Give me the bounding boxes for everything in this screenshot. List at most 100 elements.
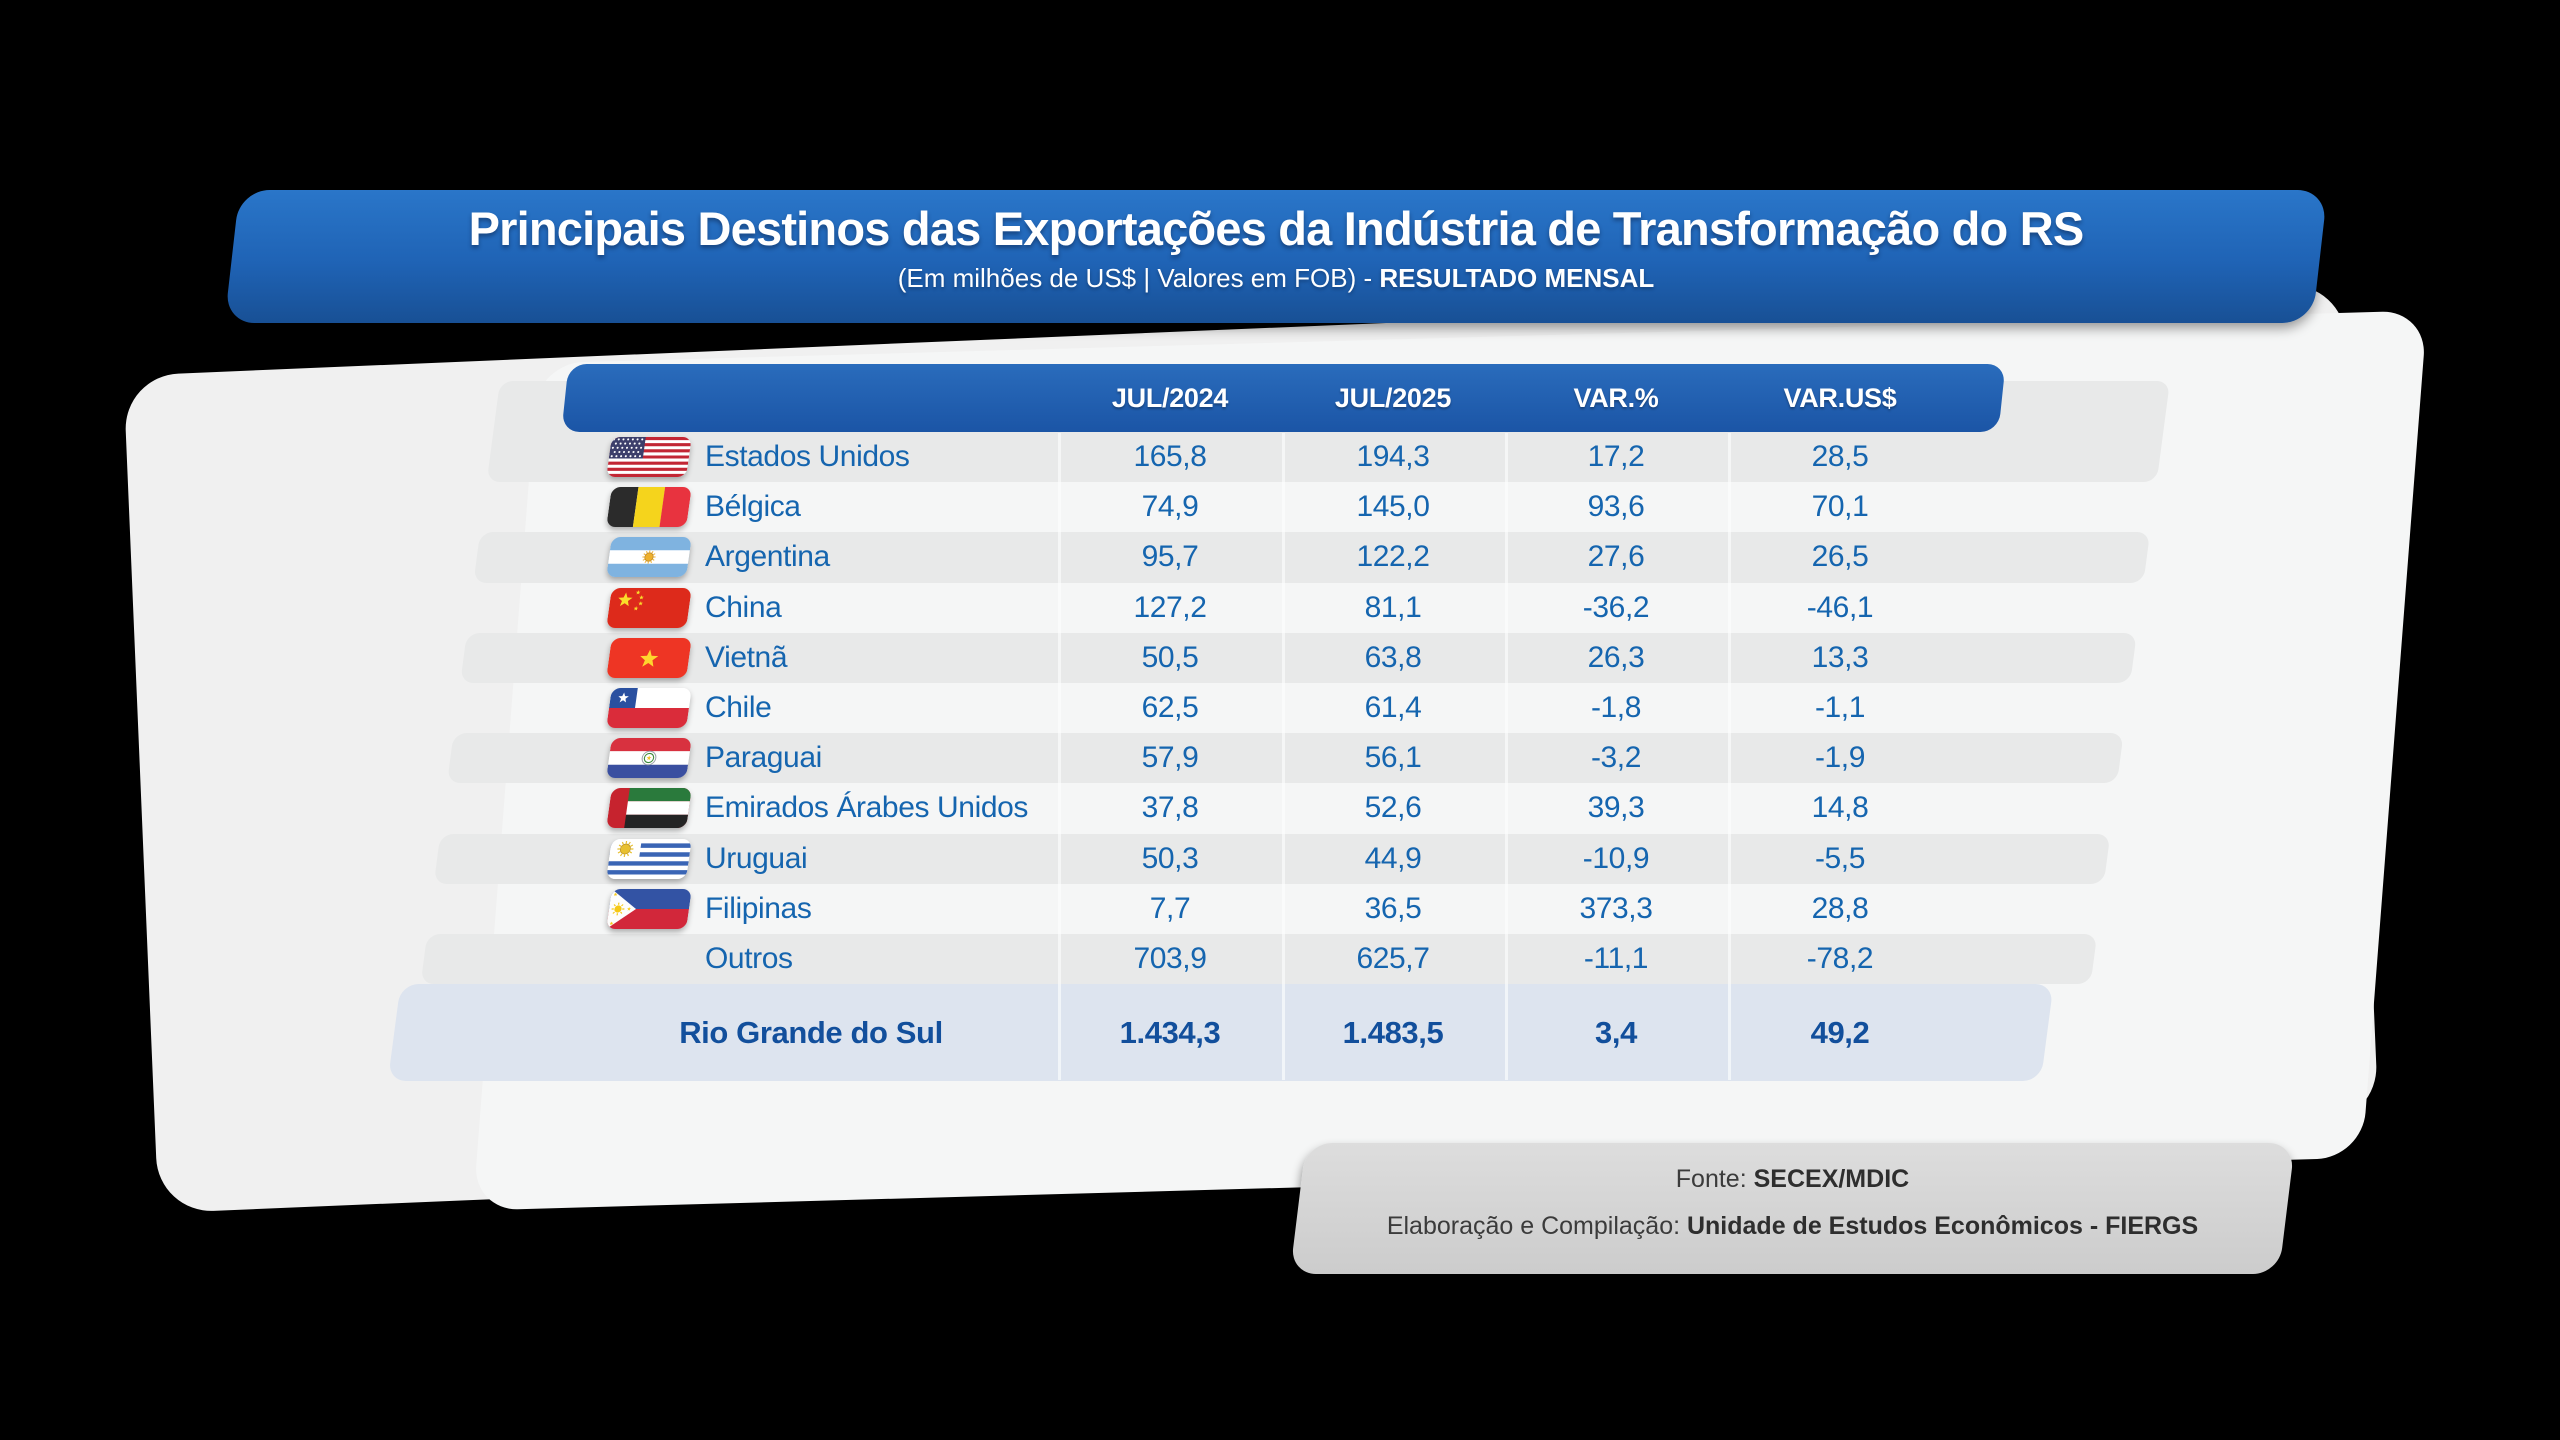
column-header-var-: VAR.% bbox=[1573, 383, 1659, 413]
value-cell: 63,8 bbox=[1364, 640, 1422, 674]
country-name: Paraguai bbox=[705, 741, 822, 775]
value-cell: 44,9 bbox=[1364, 841, 1422, 875]
value-cell: 62,5 bbox=[1141, 691, 1199, 724]
us-flag-icon bbox=[606, 437, 692, 477]
value-cell: -1,1 bbox=[1814, 691, 1866, 724]
country-name: Chile bbox=[705, 691, 772, 724]
country-name: Argentina bbox=[705, 540, 830, 574]
table-row: Paraguai 57,9 56,1 -3,2 -1,9 bbox=[565, 733, 2002, 783]
value-cell: 127,2 bbox=[1133, 590, 1207, 624]
value-cell: 27,6 bbox=[1587, 540, 1645, 574]
value-cell: -36,2 bbox=[1582, 590, 1650, 624]
value-cell: 36,5 bbox=[1364, 891, 1422, 925]
value-cell: 7,7 bbox=[1149, 891, 1191, 925]
value-cell: -5,5 bbox=[1814, 841, 1866, 875]
table-row: Bélgica 74,9 145,0 93,6 70,1 bbox=[565, 482, 2002, 532]
value-cell: 37,8 bbox=[1141, 791, 1199, 825]
total-value-cell: 3,4 bbox=[1595, 1015, 1637, 1050]
table-row: Outros 703,9 625,7 -11,1 -78,2 bbox=[565, 934, 2002, 984]
elaboration-label: Elaboração e Compilação: bbox=[1386, 1212, 1687, 1240]
table-row: Uruguai 50,3 44,9 -10,9 -5,5 bbox=[565, 834, 2002, 884]
value-cell: 122,2 bbox=[1356, 540, 1430, 574]
title-text-block: Principais Destinos das Exportações da I… bbox=[280, 198, 2272, 296]
value-cell: 81,1 bbox=[1364, 590, 1422, 624]
total-value-cell: 1.434,3 bbox=[1119, 1015, 1221, 1050]
page-title: Principais Destinos das Exportações da I… bbox=[468, 202, 2085, 255]
source-line: Fonte: SECEX/MDIC bbox=[1298, 1156, 2287, 1203]
ae-flag-icon bbox=[606, 788, 692, 829]
table-row: Estados Unidos 165,8 194,3 17,2 28,5 bbox=[565, 432, 2002, 482]
ar-flag-icon bbox=[606, 537, 692, 578]
total-value-cell: 49,2 bbox=[1810, 1015, 1870, 1050]
value-cell: 50,5 bbox=[1141, 640, 1199, 674]
value-cell: 28,5 bbox=[1811, 440, 1869, 473]
value-cell: 95,7 bbox=[1141, 540, 1199, 574]
table-row: Argentina 95,7 122,2 27,6 26,5 bbox=[565, 532, 2002, 582]
value-cell: 26,3 bbox=[1587, 640, 1645, 674]
total-row: Rio Grande do Sul 1.434,3 1.483,5 3,4 49,2 bbox=[565, 984, 2002, 1081]
column-separator bbox=[1505, 433, 1508, 1080]
value-cell: 26,5 bbox=[1811, 540, 1869, 574]
page-subtitle: (Em milhões de US$ | Valores em FOB) - R… bbox=[280, 260, 2272, 296]
value-cell: -78,2 bbox=[1806, 942, 1874, 975]
subtitle-prefix: (Em milhões de US$ | Valores em FOB) - bbox=[897, 263, 1380, 293]
value-cell: 28,8 bbox=[1811, 891, 1869, 925]
table-row: China 127,2 81,1 -36,2 -46,1 bbox=[565, 583, 2002, 633]
value-cell: -10,9 bbox=[1582, 841, 1650, 875]
table-row: Chile 62,5 61,4 -1,8 -1,1 bbox=[565, 683, 2002, 733]
column-header-jul-2025: JUL/2025 bbox=[1334, 383, 1452, 413]
table-body: Estados Unidos 165,8 194,3 17,2 28,5 Bélgica 7… bbox=[565, 432, 2002, 985]
column-separator bbox=[1058, 433, 1061, 1080]
value-cell: 373,3 bbox=[1579, 891, 1653, 925]
value-cell: 61,4 bbox=[1364, 691, 1422, 724]
value-cell: 56,1 bbox=[1364, 741, 1422, 775]
value-cell: 14,8 bbox=[1811, 791, 1869, 825]
value-cell: 17,2 bbox=[1587, 440, 1645, 473]
source-value: SECEX/MDIC bbox=[1753, 1165, 1910, 1193]
value-cell: -1,9 bbox=[1814, 741, 1866, 775]
table-row: Filipinas 7,7 36,5 373,3 28,8 bbox=[565, 884, 2002, 934]
value-cell: 50,3 bbox=[1141, 841, 1199, 875]
source-label: Fonte: bbox=[1675, 1165, 1754, 1193]
source-text-block: Fonte: SECEX/MDIC Elaboração e Compilaçã… bbox=[1298, 1156, 2287, 1250]
table-row: Vietnã 50,5 63,8 26,3 13,3 bbox=[565, 633, 2002, 683]
be-flag-icon bbox=[606, 487, 692, 528]
value-cell: 70,1 bbox=[1811, 490, 1869, 524]
uy-flag-icon bbox=[606, 838, 692, 879]
value-cell: 194,3 bbox=[1356, 440, 1430, 473]
value-cell: 625,7 bbox=[1356, 942, 1430, 975]
table-row: Emirados Árabes Unidos 37,8 52,6 39,3 14,8 bbox=[565, 783, 2002, 833]
ph-flag-icon bbox=[606, 888, 692, 929]
value-cell: 57,9 bbox=[1141, 741, 1199, 775]
subtitle-bold: RESULTADO MENSAL bbox=[1379, 263, 1655, 293]
country-name: Vietnã bbox=[705, 640, 788, 674]
value-cell: -11,1 bbox=[1583, 942, 1649, 975]
value-cell: 13,3 bbox=[1811, 640, 1869, 674]
elaboration-line: Elaboração e Compilação: Unidade de Estu… bbox=[1298, 1203, 2287, 1250]
column-header-var-us-: VAR.US$ bbox=[1783, 383, 1897, 413]
elaboration-value: Unidade de Estudos Econômicos - FIERGS bbox=[1686, 1212, 2199, 1240]
cn-flag-icon bbox=[606, 587, 692, 628]
value-cell: 74,9 bbox=[1141, 490, 1199, 524]
value-cell: 39,3 bbox=[1587, 791, 1645, 825]
vn-flag-icon bbox=[606, 637, 692, 678]
country-name: Emirados Árabes Unidos bbox=[705, 791, 1029, 825]
cl-flag-icon bbox=[606, 688, 692, 728]
column-header-jul-2024: JUL/2024 bbox=[1111, 383, 1229, 413]
total-row-label: Rio Grande do Sul bbox=[679, 1015, 943, 1050]
country-name: Outros bbox=[705, 942, 793, 975]
column-separator bbox=[1282, 433, 1285, 1080]
value-cell: 52,6 bbox=[1364, 791, 1422, 825]
column-separator bbox=[1728, 433, 1731, 1080]
country-name: Bélgica bbox=[705, 490, 801, 524]
country-name: Estados Unidos bbox=[705, 440, 910, 473]
value-cell: -3,2 bbox=[1590, 741, 1642, 775]
value-cell: 703,9 bbox=[1133, 942, 1207, 975]
value-cell: 93,6 bbox=[1587, 490, 1645, 524]
country-name: Filipinas bbox=[705, 891, 812, 925]
country-name: Uruguai bbox=[705, 841, 808, 875]
value-cell: 165,8 bbox=[1133, 440, 1207, 473]
total-value-cell: 1.483,5 bbox=[1342, 1015, 1444, 1050]
country-name: China bbox=[705, 590, 782, 624]
